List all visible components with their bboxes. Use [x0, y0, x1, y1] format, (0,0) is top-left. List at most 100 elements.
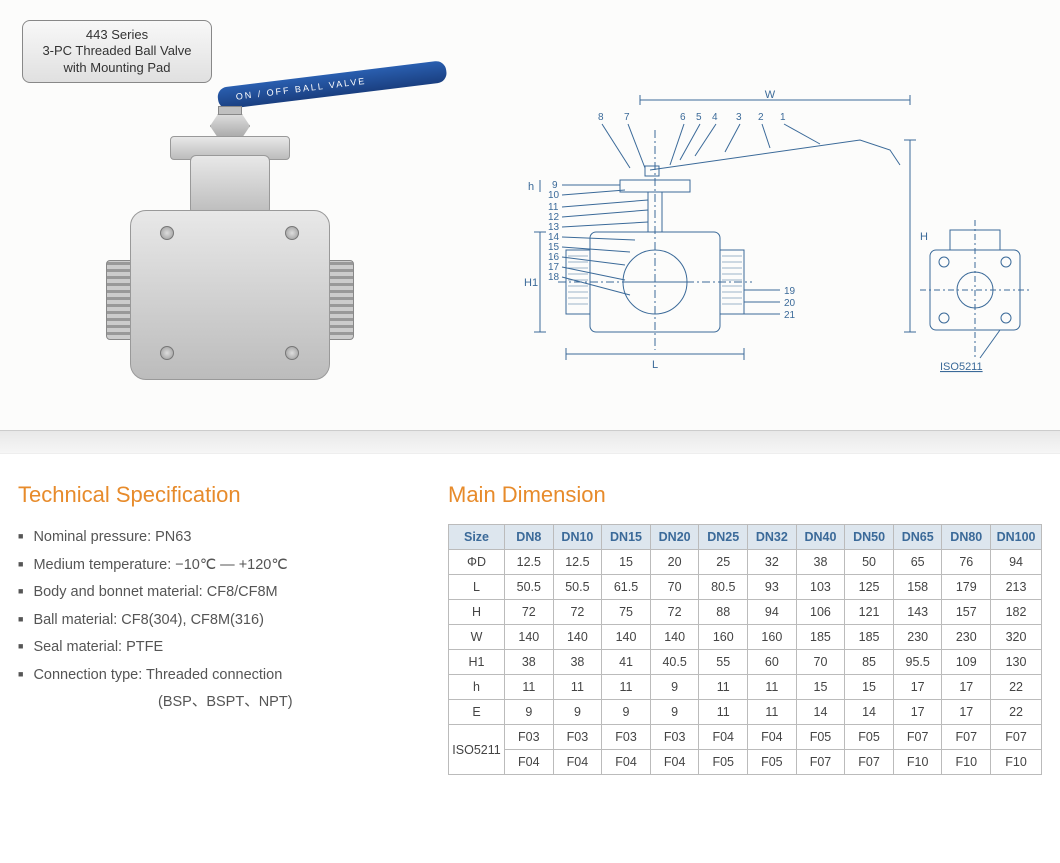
table-cell: 320	[991, 625, 1042, 650]
row-label: H	[449, 600, 505, 625]
bolt-icon	[285, 346, 299, 360]
svg-text:7: 7	[624, 112, 630, 123]
table-cell: 85	[845, 650, 894, 675]
table-cell: 41	[602, 650, 651, 675]
spec-item: Body and bonnet material: CF8/CF8M	[18, 579, 418, 607]
dimension-table: SizeDN8DN10DN15DN20DN25DN32DN40DN50DN65D…	[448, 524, 1042, 775]
table-cell: 75	[602, 600, 651, 625]
table-cell: 76	[942, 550, 991, 575]
table-header: DN32	[748, 525, 797, 550]
dim-l: L	[652, 359, 658, 371]
row-label: W	[449, 625, 505, 650]
table-cell: 88	[699, 600, 748, 625]
spec-item: Connection type: Threaded connection	[18, 662, 418, 690]
table-cell: 11	[748, 700, 797, 725]
table-cell: 38	[505, 650, 554, 675]
table-cell: 12.5	[553, 550, 602, 575]
iso-label: ISO5211	[940, 361, 983, 373]
table-cell: 94	[748, 600, 797, 625]
product-photo: ON / OFF BALL VALVE	[70, 40, 410, 410]
table-cell: 140	[602, 625, 651, 650]
spec-list: Nominal pressure: PN63Medium temperature…	[18, 524, 418, 717]
table-cell: F03	[505, 725, 554, 750]
table-cell: 50	[845, 550, 894, 575]
table-cell: 61.5	[602, 575, 651, 600]
table-cell: 70	[796, 650, 845, 675]
table-cell: F05	[845, 725, 894, 750]
table-cell: 22	[991, 700, 1042, 725]
svg-text:6: 6	[680, 112, 686, 123]
table-cell: 160	[748, 625, 797, 650]
row-label: ISO5211	[449, 725, 505, 775]
table-header: DN20	[650, 525, 699, 550]
bolt-icon	[160, 346, 174, 360]
table-cell: 9	[602, 700, 651, 725]
table-header: DN100	[991, 525, 1042, 550]
table-header: DN65	[893, 525, 942, 550]
spec-item: Nominal pressure: PN63	[18, 524, 418, 552]
spec-item: Seal material: PTFE	[18, 634, 418, 662]
dim-w: W	[765, 90, 776, 101]
table-cell: 72	[505, 600, 554, 625]
table-cell: 72	[553, 600, 602, 625]
table-cell: 17	[893, 700, 942, 725]
table-cell: F04	[553, 750, 602, 775]
table-cell: 95.5	[893, 650, 942, 675]
table-cell: 230	[893, 625, 942, 650]
table-cell: 40.5	[650, 650, 699, 675]
row-label: H1	[449, 650, 505, 675]
table-header: DN10	[553, 525, 602, 550]
table-cell: 25	[699, 550, 748, 575]
table-cell: 15	[845, 675, 894, 700]
table-cell: F07	[845, 750, 894, 775]
table-cell: 9	[650, 675, 699, 700]
svg-text:10: 10	[548, 190, 560, 201]
table-cell: 140	[650, 625, 699, 650]
table-cell: 140	[553, 625, 602, 650]
table-cell: 11	[602, 675, 651, 700]
main-dimension: Main Dimension SizeDN8DN10DN15DN20DN25DN…	[448, 482, 1042, 775]
table-header: DN15	[602, 525, 651, 550]
table-cell: 121	[845, 600, 894, 625]
svg-text:1: 1	[780, 112, 786, 123]
table-cell: 125	[845, 575, 894, 600]
table-cell: 70	[650, 575, 699, 600]
table-cell: 11	[748, 675, 797, 700]
table-cell: 65	[893, 550, 942, 575]
table-cell: 93	[748, 575, 797, 600]
svg-text:3: 3	[736, 112, 742, 123]
table-cell: 80.5	[699, 575, 748, 600]
table-header: Size	[449, 525, 505, 550]
table-cell: 50.5	[553, 575, 602, 600]
table-cell: 11	[553, 675, 602, 700]
table-cell: F07	[942, 725, 991, 750]
svg-text:2: 2	[758, 112, 764, 123]
svg-text:8: 8	[598, 112, 604, 123]
table-cell: 22	[991, 675, 1042, 700]
row-label: E	[449, 700, 505, 725]
table-cell: 55	[699, 650, 748, 675]
table-cell: F03	[650, 725, 699, 750]
table-header: DN80	[942, 525, 991, 550]
table-cell: 160	[699, 625, 748, 650]
bolt-icon	[160, 226, 174, 240]
dim-hh: h	[528, 181, 534, 193]
valve-neck	[190, 155, 270, 215]
bottom-region: Technical Specification Nominal pressure…	[0, 454, 1060, 775]
table-cell: 12.5	[505, 550, 554, 575]
svg-text:5: 5	[696, 112, 702, 123]
table-cell: 185	[796, 625, 845, 650]
dim-h: H	[920, 231, 928, 243]
table-cell: F07	[796, 750, 845, 775]
spec-item: Ball material: CF8(304), CF8M(316)	[18, 607, 418, 635]
table-cell: F07	[991, 725, 1042, 750]
table-cell: 15	[796, 675, 845, 700]
table-cell: F10	[942, 750, 991, 775]
table-cell: F03	[553, 725, 602, 750]
table-cell: 15	[602, 550, 651, 575]
svg-text:21: 21	[784, 310, 796, 321]
table-cell: F04	[505, 750, 554, 775]
row-label: L	[449, 575, 505, 600]
svg-text:18: 18	[548, 272, 560, 283]
spec-item-indent: (BSP、BSPT、NPT)	[18, 689, 418, 717]
